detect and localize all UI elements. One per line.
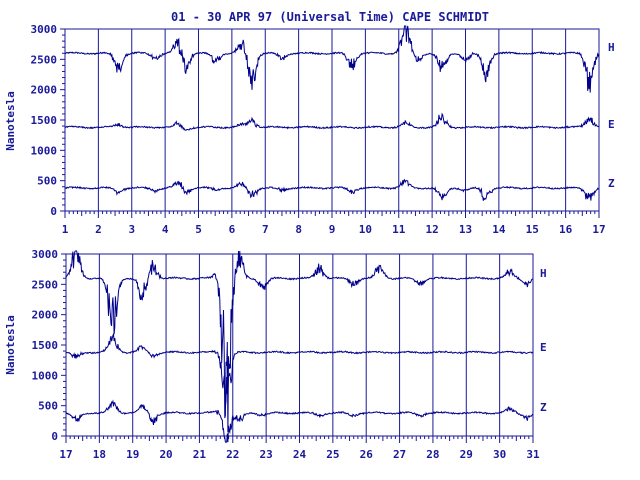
- bottom-y-axis-label: Nanotesla: [4, 315, 17, 375]
- y-tick-label: 500: [38, 400, 58, 413]
- bottom-series-label-h: H: [540, 267, 547, 280]
- bottom-panel: Nanotesla H E Z 17 18 19 20 21 22 23 24 25 26 27 28…: [4, 248, 547, 461]
- bottom-series-label-e: E: [540, 341, 547, 354]
- y-tick-label: 3000: [32, 248, 59, 261]
- x-tick-label: 1: [62, 223, 69, 236]
- x-tick-label: 30: [493, 448, 506, 461]
- x-tick-label: 4: [162, 223, 169, 236]
- x-tick-label: 23: [260, 448, 273, 461]
- x-tick-label: 17: [592, 223, 605, 236]
- x-tick-label: 12: [426, 223, 439, 236]
- x-tick-label: 7: [262, 223, 269, 236]
- series-trace-e: [64, 112, 600, 132]
- y-tick-label: 500: [37, 175, 57, 188]
- series-trace-h: [65, 250, 534, 433]
- x-tick-label: 26: [360, 448, 374, 461]
- y-tick-label: 1500: [32, 339, 59, 352]
- x-tick-label: 17: [59, 448, 72, 461]
- top-series-label-h: H: [608, 41, 615, 54]
- x-tick-label: 18: [93, 448, 106, 461]
- x-tick-label: 9: [329, 223, 336, 236]
- top-series-label-z: Z: [608, 177, 615, 190]
- series-trace-z: [64, 178, 600, 201]
- chart-title: 01 - 30 APR 97 (Universal Time) CAPE SCH…: [171, 10, 489, 24]
- x-tick-label: 14: [492, 223, 506, 236]
- x-tick-label: 6: [229, 223, 236, 236]
- x-tick-label: 24: [293, 448, 307, 461]
- y-tick-label: 0: [50, 205, 57, 218]
- y-tick-label: 1000: [32, 369, 59, 382]
- series-trace-e: [65, 332, 534, 408]
- x-tick-label: 29: [460, 448, 473, 461]
- x-tick-label: 13: [459, 223, 472, 236]
- x-tick-label: 2: [95, 223, 102, 236]
- top-series-label-e: E: [608, 118, 615, 131]
- y-tick-label: 0: [51, 430, 58, 443]
- x-tick-label: 27: [393, 448, 406, 461]
- x-tick-label: 8: [295, 223, 302, 236]
- x-tick-label: 16: [559, 223, 573, 236]
- top-panel: Nanotesla H E Z 1 2 3 4 5 6 7 8 9 10 11 12 13 14 15 16 1…: [4, 23, 615, 236]
- x-tick-label: 25: [326, 448, 339, 461]
- x-tick-label: 21: [193, 448, 207, 461]
- x-tick-label: 10: [359, 223, 372, 236]
- x-tick-label: 19: [126, 448, 139, 461]
- top-y-axis-label: Nanotesla: [4, 91, 17, 151]
- x-tick-label: 28: [426, 448, 439, 461]
- x-tick-label: 15: [526, 223, 539, 236]
- x-tick-label: 31: [526, 448, 540, 461]
- y-tick-label: 2500: [32, 278, 59, 291]
- x-tick-label: 20: [159, 448, 172, 461]
- y-tick-label: 3000: [31, 23, 58, 36]
- x-tick-label: 22: [226, 448, 239, 461]
- x-tick-label: 3: [128, 223, 135, 236]
- y-tick-label: 1500: [31, 114, 58, 127]
- bottom-series-label-z: Z: [540, 401, 547, 414]
- x-tick-label: 11: [392, 223, 406, 236]
- y-tick-label: 2000: [31, 84, 58, 97]
- y-tick-label: 1000: [31, 144, 58, 157]
- y-tick-label: 2000: [32, 309, 59, 322]
- y-tick-label: 2500: [31, 53, 58, 66]
- series-trace-z: [65, 399, 534, 443]
- x-tick-label: 5: [195, 223, 202, 236]
- series-trace-h: [64, 25, 600, 93]
